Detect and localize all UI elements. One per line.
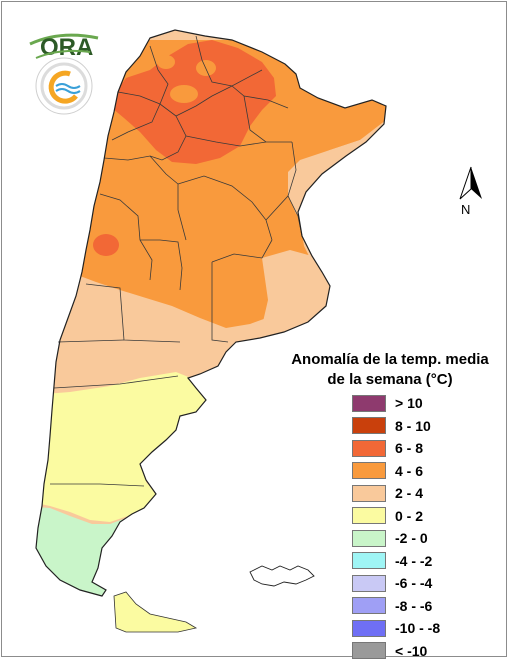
legend-swatch bbox=[352, 507, 386, 524]
smn-seal bbox=[35, 57, 93, 115]
legend-swatch bbox=[352, 552, 386, 569]
legend-label: 4 - 6 bbox=[395, 462, 424, 479]
legend-item: 4 - 6 bbox=[352, 462, 423, 480]
zone-0-2 bbox=[36, 372, 210, 522]
north-arrow-icon bbox=[459, 166, 482, 200]
zone-6-8-north bbox=[112, 40, 276, 164]
legend-title-line2: de la semana (°C) bbox=[327, 371, 453, 388]
legend-swatch bbox=[352, 619, 386, 637]
zone-2-4-east bbox=[262, 250, 332, 332]
ora-logo: ORA bbox=[29, 33, 99, 61]
malvinas-islands bbox=[249, 565, 315, 587]
legend-item: > 10 bbox=[352, 394, 423, 412]
legend-label: 8 - 10 bbox=[395, 417, 431, 434]
north-label: N bbox=[461, 202, 471, 217]
legend-label: -8 - -6 bbox=[395, 597, 433, 614]
legend-label: < -10 bbox=[395, 642, 428, 659]
zone-6-8-cuyo bbox=[93, 234, 119, 256]
legend-item: 8 - 10 bbox=[352, 417, 431, 435]
legend-swatch bbox=[352, 394, 386, 412]
zone-4-6-spot-a bbox=[170, 85, 198, 103]
legend-label: -6 - -4 bbox=[395, 575, 433, 591]
legend-item: -4 - -2 bbox=[352, 552, 432, 570]
legend-label: 0 - 2 bbox=[395, 507, 424, 524]
legend-label: -2 - 0 bbox=[395, 530, 428, 546]
legend-swatch bbox=[352, 417, 386, 434]
zone-4-6-spot-c bbox=[157, 55, 175, 69]
legend-label: 6 - 8 bbox=[395, 440, 424, 456]
legend-item: -6 - -4 bbox=[352, 574, 432, 592]
legend-item: -2 - 0 bbox=[352, 529, 428, 547]
legend-item: -10 - -8 bbox=[352, 619, 440, 637]
tierra-del-fuego bbox=[113, 591, 198, 633]
legend-title: Anomalía de la temp. media de la semana … bbox=[278, 350, 502, 390]
legend-swatch bbox=[352, 529, 386, 547]
legend-swatch bbox=[352, 462, 386, 479]
legend-item: -8 - -6 bbox=[352, 597, 432, 615]
legend-item: 0 - 2 bbox=[352, 507, 423, 525]
legend-item: 6 - 8 bbox=[352, 439, 423, 457]
legend-label: -10 - -8 bbox=[395, 620, 441, 636]
province-borders bbox=[50, 35, 303, 487]
legend-label: > 10 bbox=[395, 395, 423, 411]
legend-swatch bbox=[352, 597, 386, 614]
legend-swatch bbox=[352, 642, 386, 659]
legend-item: 2 - 4 bbox=[352, 484, 423, 502]
legend-swatch bbox=[352, 484, 386, 502]
legend-title-line1: Anomalía de la temp. media bbox=[291, 351, 489, 368]
ora-logo-text: ORA bbox=[40, 34, 93, 61]
legend-label: 2 - 4 bbox=[395, 485, 424, 501]
legend-item: < -10 bbox=[352, 642, 427, 660]
legend-swatch bbox=[352, 574, 386, 592]
legend-label: -4 - -2 bbox=[395, 552, 433, 569]
legend-swatch bbox=[352, 439, 386, 457]
legend: Anomalía de la temp. media de la semana … bbox=[282, 350, 502, 659]
